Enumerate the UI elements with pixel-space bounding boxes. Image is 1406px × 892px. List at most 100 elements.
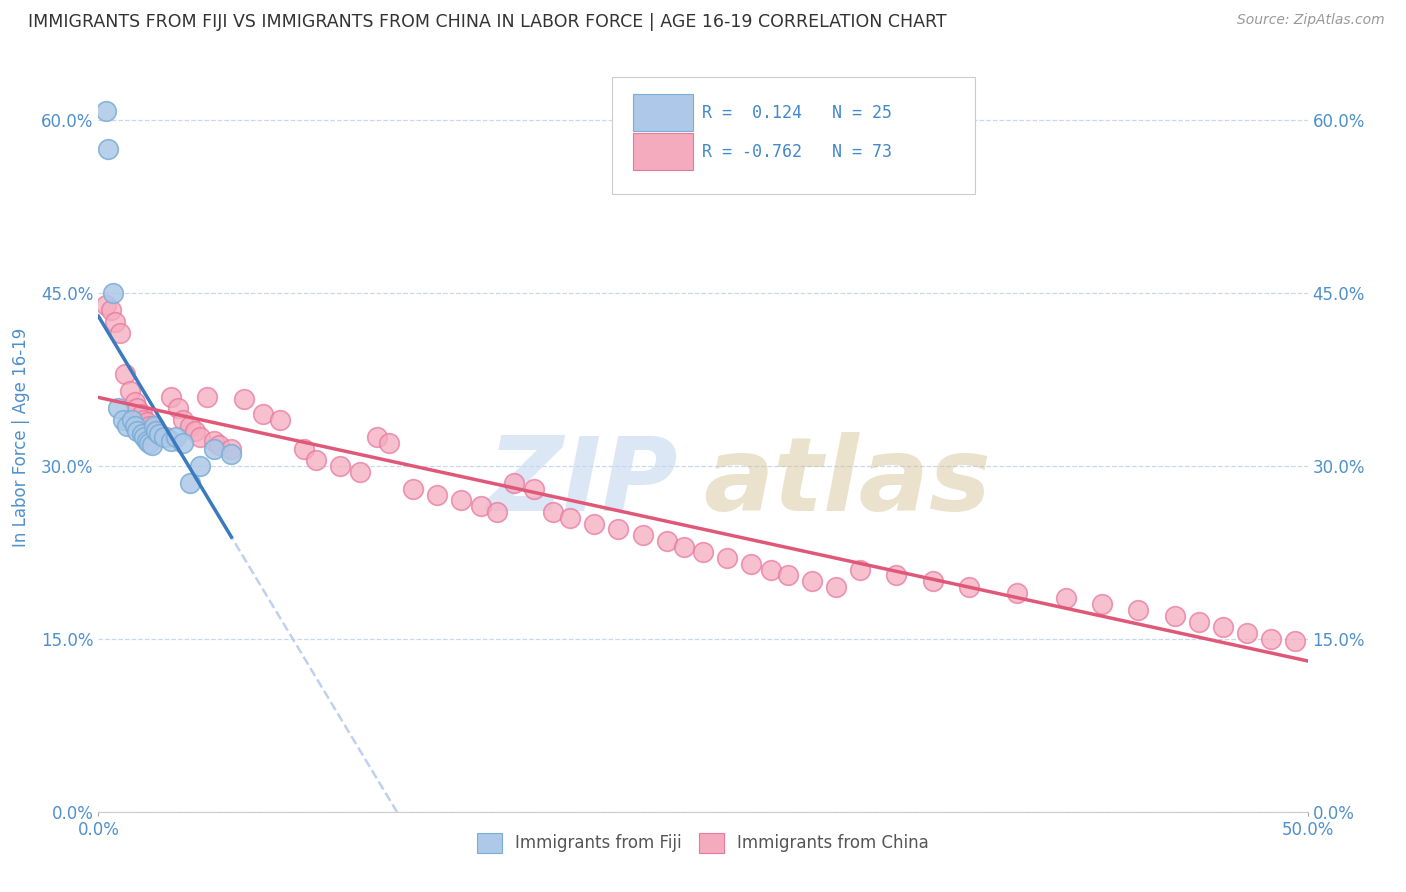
Point bbox=[1260, 632, 1282, 646]
Point bbox=[1320, 638, 1343, 652]
Text: ZIP: ZIP bbox=[488, 432, 679, 533]
Point bbox=[776, 568, 799, 582]
Text: Source: ZipAtlas.com: Source: ZipAtlas.com bbox=[1237, 13, 1385, 28]
Point bbox=[450, 493, 472, 508]
FancyBboxPatch shape bbox=[633, 94, 693, 131]
Point bbox=[1212, 620, 1234, 634]
Point bbox=[138, 435, 160, 450]
Point bbox=[329, 458, 352, 473]
FancyBboxPatch shape bbox=[633, 133, 693, 170]
Point bbox=[800, 574, 823, 589]
Point bbox=[188, 458, 211, 473]
Point bbox=[131, 426, 153, 441]
Point bbox=[558, 510, 581, 524]
Point bbox=[179, 418, 201, 433]
Point bbox=[124, 418, 146, 433]
Point bbox=[145, 425, 167, 439]
Legend: Immigrants from Fiji, Immigrants from China: Immigrants from Fiji, Immigrants from Ch… bbox=[471, 826, 935, 860]
Point bbox=[184, 425, 207, 439]
Point bbox=[114, 367, 136, 381]
Point bbox=[127, 401, 149, 416]
Point bbox=[921, 574, 943, 589]
Point bbox=[148, 426, 170, 441]
Point bbox=[141, 422, 163, 436]
Point bbox=[155, 430, 177, 444]
Point bbox=[269, 413, 291, 427]
Y-axis label: In Labor Force | Age 16-19: In Labor Force | Age 16-19 bbox=[11, 327, 30, 547]
Point bbox=[117, 418, 139, 433]
Point bbox=[692, 545, 714, 559]
Point bbox=[292, 442, 315, 456]
Point bbox=[1393, 646, 1406, 660]
Point bbox=[1163, 608, 1185, 623]
Text: R =  0.124   N = 25: R = 0.124 N = 25 bbox=[702, 103, 891, 121]
Point bbox=[160, 434, 183, 448]
Point bbox=[503, 476, 526, 491]
Point bbox=[366, 430, 388, 444]
Point bbox=[107, 401, 129, 416]
Point bbox=[470, 500, 492, 514]
Point bbox=[131, 407, 153, 421]
Point bbox=[886, 568, 908, 582]
Point bbox=[188, 430, 211, 444]
Text: R = -0.762   N = 73: R = -0.762 N = 73 bbox=[702, 143, 891, 161]
Point bbox=[252, 407, 274, 421]
Point bbox=[1128, 603, 1150, 617]
Point bbox=[195, 390, 218, 404]
Point bbox=[127, 425, 149, 439]
Point bbox=[1357, 643, 1379, 657]
Point bbox=[825, 580, 848, 594]
Point bbox=[221, 442, 243, 456]
Point bbox=[118, 384, 141, 398]
Point bbox=[204, 434, 226, 448]
Point bbox=[377, 435, 399, 450]
Text: IMMIGRANTS FROM FIJI VS IMMIGRANTS FROM CHINA IN LABOR FORCE | AGE 16-19 CORRELA: IMMIGRANTS FROM FIJI VS IMMIGRANTS FROM … bbox=[28, 13, 946, 31]
Point bbox=[716, 551, 738, 566]
Point bbox=[305, 453, 328, 467]
Point bbox=[1284, 634, 1306, 648]
Point bbox=[849, 563, 872, 577]
Point bbox=[124, 395, 146, 409]
Point bbox=[957, 580, 980, 594]
Point bbox=[232, 392, 254, 406]
Point bbox=[143, 425, 166, 439]
Point bbox=[204, 442, 226, 456]
Point bbox=[179, 476, 201, 491]
Point bbox=[1007, 585, 1029, 599]
Point bbox=[94, 297, 117, 311]
Point bbox=[740, 557, 762, 571]
Point bbox=[135, 415, 157, 429]
Point bbox=[148, 426, 170, 441]
Point bbox=[208, 438, 231, 452]
Point bbox=[121, 413, 143, 427]
Point bbox=[172, 435, 194, 450]
Point bbox=[1054, 591, 1077, 606]
Point bbox=[759, 563, 782, 577]
Point bbox=[160, 390, 183, 404]
Text: atlas: atlas bbox=[703, 432, 991, 533]
Point bbox=[165, 430, 187, 444]
FancyBboxPatch shape bbox=[613, 78, 976, 194]
Point bbox=[631, 528, 654, 542]
Point bbox=[143, 418, 166, 433]
Point bbox=[135, 434, 157, 448]
Point bbox=[402, 482, 425, 496]
Point bbox=[655, 533, 678, 548]
Point bbox=[94, 103, 117, 118]
Point bbox=[221, 447, 243, 461]
Point bbox=[134, 430, 156, 444]
Point bbox=[1188, 615, 1211, 629]
Point bbox=[141, 438, 163, 452]
Point bbox=[523, 482, 546, 496]
Point bbox=[152, 430, 174, 444]
Point bbox=[172, 413, 194, 427]
Point bbox=[349, 465, 371, 479]
Point bbox=[167, 401, 190, 416]
Point bbox=[138, 418, 160, 433]
Point bbox=[541, 505, 564, 519]
Point bbox=[1091, 597, 1114, 611]
Point bbox=[100, 303, 122, 318]
Point bbox=[672, 540, 695, 554]
Point bbox=[104, 315, 127, 329]
Point bbox=[111, 413, 134, 427]
